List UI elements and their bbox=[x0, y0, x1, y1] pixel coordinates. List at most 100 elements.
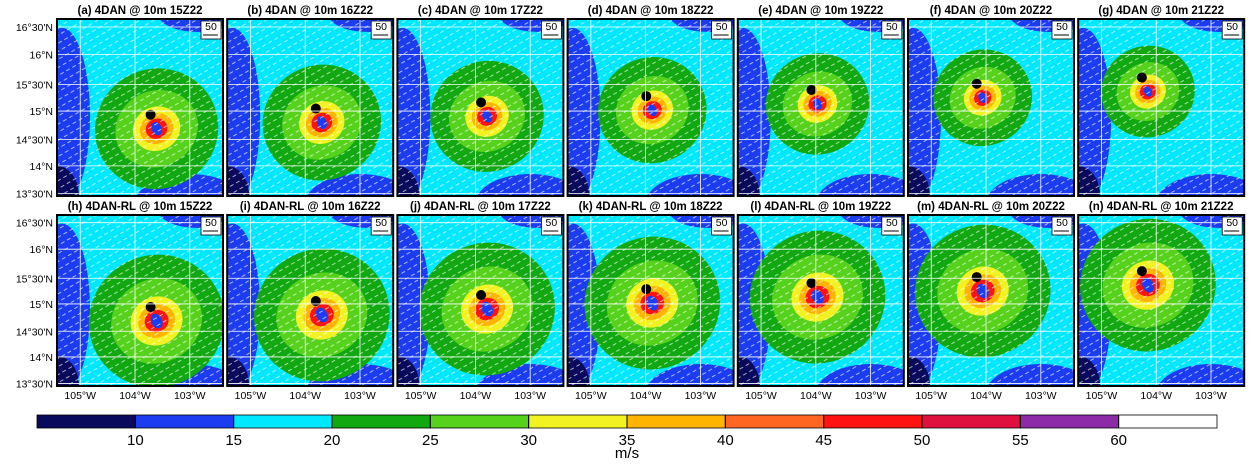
map-panel bbox=[737, 19, 904, 196]
ref-label: 50 bbox=[375, 217, 387, 229]
track-marker bbox=[806, 84, 817, 95]
colorbar-label: 50 bbox=[914, 432, 931, 449]
lon-label: 104°W bbox=[970, 390, 1002, 402]
lat-label: 15°N bbox=[30, 299, 53, 311]
map-panel bbox=[908, 215, 1074, 386]
panel-title: (k) 4DAN-RL @ 10m 18Z22 bbox=[579, 201, 723, 213]
panel-title: (e) 4DAN @ 10m 19Z22 bbox=[758, 5, 883, 17]
wind-vectors bbox=[397, 19, 564, 196]
track-marker bbox=[1136, 72, 1147, 83]
map-panel bbox=[57, 215, 223, 386]
wind-vectors bbox=[57, 215, 223, 386]
panel-frame bbox=[736, 18, 905, 197]
colorbar-label: 10 bbox=[127, 432, 144, 449]
lat-label: 13°30'N bbox=[16, 378, 53, 390]
panel-title: (a) 4DAN @ 10m 15Z22 bbox=[78, 5, 203, 17]
lon-label: 105°W bbox=[64, 390, 96, 402]
panel-title: (b) 4DAN @ 10m 16Z22 bbox=[247, 5, 373, 17]
map-panel bbox=[1078, 19, 1245, 196]
lat-label: 13°30'N bbox=[16, 188, 53, 200]
colorbar-bin bbox=[331, 414, 431, 429]
colorbar-bin bbox=[134, 414, 235, 429]
ref-label: 50 bbox=[1226, 217, 1238, 229]
map-panel bbox=[908, 19, 1074, 196]
ref-label: 50 bbox=[375, 21, 387, 33]
wind-vectors bbox=[567, 19, 734, 196]
panel-title: (n) 4DAN-RL @ 10m 21Z22 bbox=[1089, 201, 1234, 213]
wind-vectors bbox=[57, 19, 223, 196]
wind-vectors bbox=[397, 215, 564, 386]
panel-frame bbox=[736, 214, 905, 387]
lon-label: 105°W bbox=[745, 390, 777, 402]
track-marker bbox=[806, 278, 817, 289]
ref-label: 50 bbox=[716, 217, 728, 229]
colorbar-label: 30 bbox=[520, 432, 537, 449]
lat-label: 14°N bbox=[30, 161, 53, 173]
lon-label: 105°W bbox=[235, 390, 267, 402]
colorbar-bin bbox=[823, 414, 923, 429]
lat-label: 16°N bbox=[30, 49, 53, 61]
ref-label: 50 bbox=[1226, 21, 1238, 33]
panel-frame bbox=[1077, 18, 1246, 197]
lon-label: 103°W bbox=[1195, 390, 1227, 402]
wind-vectors bbox=[227, 215, 394, 386]
panel-frame bbox=[56, 18, 224, 197]
colorbar-bin bbox=[1019, 414, 1120, 429]
panel-title: (l) 4DAN-RL @ 10m 19Z22 bbox=[750, 201, 891, 213]
lon-label: 104°W bbox=[800, 390, 832, 402]
map-panel bbox=[397, 19, 564, 196]
panel-frame bbox=[396, 214, 565, 387]
wind-vectors bbox=[908, 19, 1074, 196]
panel-frame bbox=[226, 214, 395, 387]
wind-vectors bbox=[1078, 19, 1245, 196]
panel-title: (f) 4DAN @ 10m 20Z22 bbox=[930, 5, 1052, 17]
lon-label: 103°W bbox=[514, 390, 546, 402]
map-panel bbox=[1078, 215, 1245, 386]
map-panel bbox=[57, 19, 223, 196]
track-marker bbox=[310, 103, 321, 114]
panel-frame bbox=[226, 18, 395, 197]
lat-label: 16°30'N bbox=[16, 22, 53, 34]
panel-frame bbox=[56, 214, 224, 387]
lon-label: 104°W bbox=[460, 390, 492, 402]
lon-label: 103°W bbox=[344, 390, 376, 402]
panel-title: (d) 4DAN @ 10m 18Z22 bbox=[588, 5, 714, 17]
lon-label: 105°W bbox=[405, 390, 437, 402]
panel-title: (h) 4DAN-RL @ 10m 15Z22 bbox=[68, 201, 213, 213]
track-marker bbox=[476, 97, 487, 108]
ref-label: 50 bbox=[1056, 217, 1068, 229]
lon-label: 103°W bbox=[855, 390, 887, 402]
track-marker bbox=[310, 296, 321, 307]
wind-vectors bbox=[227, 19, 394, 196]
panel-frame bbox=[907, 18, 1075, 197]
map-panel bbox=[567, 19, 734, 196]
wind-vectors bbox=[1078, 215, 1245, 386]
lat-label: 15°30'N bbox=[16, 79, 53, 91]
panel-title: (g) 4DAN @ 10m 21Z22 bbox=[1098, 5, 1224, 17]
lon-label: 104°W bbox=[630, 390, 662, 402]
lon-label: 104°W bbox=[1140, 390, 1172, 402]
lat-label: 14°30'N bbox=[16, 134, 53, 146]
colorbar-label: 25 bbox=[422, 432, 439, 449]
panel-title: (i) 4DAN-RL @ 10m 16Z22 bbox=[240, 201, 381, 213]
colorbar-label: 15 bbox=[225, 432, 242, 449]
wind-vectors bbox=[908, 215, 1074, 386]
colorbar-label: 40 bbox=[717, 432, 734, 449]
panel-frame bbox=[566, 214, 735, 387]
wind-vectors bbox=[737, 19, 904, 196]
lon-label: 103°W bbox=[685, 390, 717, 402]
map-panel bbox=[227, 215, 394, 386]
panel-frame bbox=[907, 214, 1075, 387]
panel-frame bbox=[566, 18, 735, 197]
track-marker bbox=[1136, 266, 1147, 277]
colorbar-label: 55 bbox=[1012, 432, 1029, 449]
colorbar-bin bbox=[429, 414, 530, 429]
lat-label: 15°N bbox=[30, 106, 53, 118]
ref-label: 50 bbox=[716, 21, 728, 33]
colorbar-unit: m/s bbox=[615, 445, 639, 462]
ref-label: 50 bbox=[886, 217, 898, 229]
track-marker bbox=[641, 284, 652, 295]
track-marker bbox=[641, 91, 652, 102]
lon-label: 105°W bbox=[1086, 390, 1118, 402]
lon-label: 103°W bbox=[1025, 390, 1057, 402]
